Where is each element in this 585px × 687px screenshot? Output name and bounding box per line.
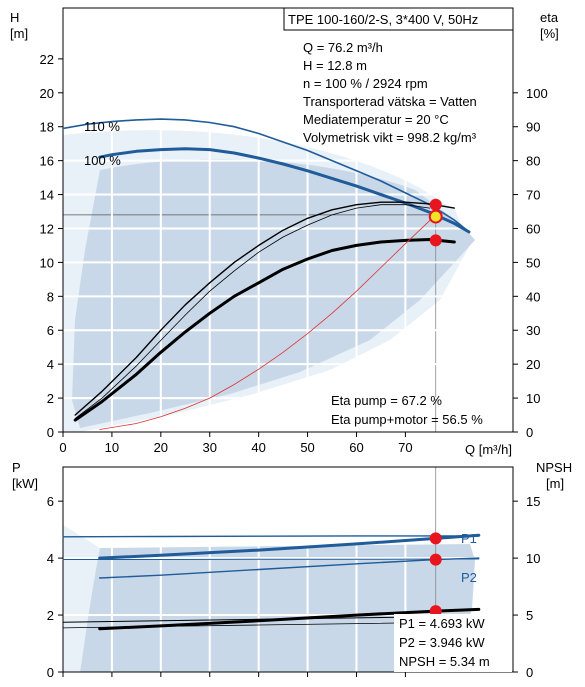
- top-panel: 0 2 4 6 8 10 12 14 16 18 20 22 0 10 20 30 40 50 60 70 80 90 10…: [10, 7, 559, 457]
- y-left-tick-label: 0: [47, 425, 54, 440]
- y-left-tick-label: 2: [47, 391, 54, 406]
- values-box: [394, 614, 512, 672]
- y-right-tick-label: 10: [526, 391, 540, 406]
- curve-label-p2: P2: [461, 570, 477, 585]
- top-series: [62, 118, 471, 430]
- x-tick-label: 40: [251, 440, 265, 455]
- eta-pump-text: Eta pump = 67.2 %: [331, 393, 442, 408]
- npsh-value: NPSH = 5.34 m: [399, 654, 490, 669]
- y-left-tick-label: 12: [40, 221, 54, 236]
- y-left-tick-label: 6: [47, 494, 54, 509]
- y-right-tick-label: 80: [526, 154, 540, 169]
- x-tick-label: 10: [105, 440, 119, 455]
- y-left-tick-label: 8: [47, 289, 54, 304]
- y-right-tick-label: 30: [526, 323, 540, 338]
- top-points: [428, 198, 443, 247]
- y-left-tick-label: 6: [47, 323, 54, 338]
- power-range-light: [63, 525, 100, 672]
- bottom-panel: 0 2 4 6 0 5 10 15 P [kW] NPSH [m] P1 P2 P1 = 4.…: [12, 460, 572, 680]
- eta-pump-motor-text: Eta pump+motor = 56.5 %: [331, 412, 483, 427]
- series-line-0: [98, 533, 481, 560]
- info-line: n = 100 % / 2924 rpm: [303, 76, 428, 91]
- chart-title: TPE 100-160/2-S, 3*400 V, 50Hz: [288, 12, 478, 27]
- x-tick-label: 60: [349, 440, 363, 455]
- h-axis-unit: [m]: [10, 26, 28, 41]
- x-tick-label: 70: [398, 440, 412, 455]
- operating-point-marker: [428, 209, 443, 224]
- bottom-plot-frame: [62, 466, 514, 673]
- series-line-2: [74, 201, 455, 416]
- y-right-tick-label: 60: [526, 221, 540, 236]
- info-line: H = 12.8 m: [303, 58, 367, 73]
- p-axis-label: P: [12, 460, 21, 475]
- y-right-tick-label: 20: [526, 357, 540, 372]
- npsh-axis-label: NPSH: [536, 460, 572, 475]
- title-box: [283, 7, 514, 31]
- info-line: Q = 76.2 m³/h: [303, 40, 383, 55]
- info-block: Q = 76.2 m³/h H = 12.8 m n = 100 % / 292…: [303, 40, 477, 145]
- operating-point-marker: [429, 234, 442, 247]
- y-left-tick-label: 4: [47, 357, 54, 372]
- series-line-5: [99, 214, 437, 430]
- series-line-3: [62, 558, 480, 560]
- info-line: Volymetrisk vikt = 998.2 kg/m³: [303, 130, 477, 145]
- y-right-tick-label: 40: [526, 289, 540, 304]
- x-tick-label: 0: [59, 440, 66, 455]
- y-right-tick-label: 0: [526, 665, 533, 680]
- y-right-tick-label: 10: [526, 551, 540, 566]
- y-left-tick-label: 22: [40, 52, 54, 67]
- eta-axis-unit: [%]: [540, 26, 559, 41]
- curve-label-100: 100 %: [84, 153, 121, 168]
- y-left-tick-label: 18: [40, 120, 54, 135]
- top-grid: [63, 8, 513, 432]
- operating-point-marker: [429, 532, 442, 545]
- series-line-3: [74, 204, 431, 419]
- operating-point-marker: [429, 553, 442, 566]
- y-left-tick-label: 14: [40, 188, 54, 203]
- p-axis-unit: [kW]: [12, 476, 38, 491]
- x-tick-label: 50: [300, 440, 314, 455]
- p1-value: P1 = 4.693 kW: [399, 616, 485, 631]
- y-left-tick-label: 16: [40, 154, 54, 169]
- y-right-tick-label: 15: [526, 494, 540, 509]
- bottom-axis-ticks: 0 2 4 6 0 5 10 15: [47, 494, 541, 680]
- info-line: Mediatemperatur = 20 °C: [303, 112, 449, 127]
- series-line-0: [62, 118, 470, 233]
- y-right-tick-label: 5: [526, 608, 533, 623]
- y-left-tick-label: 2: [47, 608, 54, 623]
- curve-label-p1: P1: [461, 531, 477, 546]
- y-right-tick-label: 50: [526, 255, 540, 270]
- series-line-1: [62, 535, 480, 538]
- curve-label-110: 110 %: [84, 119, 120, 134]
- operating-point-marker: [429, 198, 442, 211]
- info-line: Transporterad vätska = Vatten: [303, 94, 477, 109]
- power-range-dark: [80, 544, 475, 672]
- eta-axis-label: eta: [540, 10, 559, 25]
- x-tick-label: 20: [154, 440, 168, 455]
- top-axis-ticks: 0 2 4 6 8 10 12 14 16 18 20 22 0 10 20 30 40 50 60 70 80 90 10…: [40, 52, 548, 455]
- h-axis-label: H: [10, 10, 19, 25]
- y-left-tick-label: 4: [47, 551, 54, 566]
- y-left-tick-label: 20: [40, 86, 54, 101]
- operating-range-dark: [72, 159, 475, 429]
- series-line-4: [73, 238, 456, 422]
- q-axis-label: Q [m³/h]: [465, 442, 512, 457]
- y-right-tick-label: 70: [526, 188, 540, 203]
- x-tick-label: 30: [203, 440, 217, 455]
- y-right-tick-label: 0: [526, 425, 533, 440]
- y-left-tick-label: 0: [47, 665, 54, 680]
- npsh-axis-unit: [m]: [546, 476, 564, 491]
- y-right-tick-label: 100: [526, 86, 548, 101]
- p2-value: P2 = 3.946 kW: [399, 635, 485, 650]
- y-left-tick-label: 10: [40, 255, 54, 270]
- y-right-tick-label: 90: [526, 120, 540, 135]
